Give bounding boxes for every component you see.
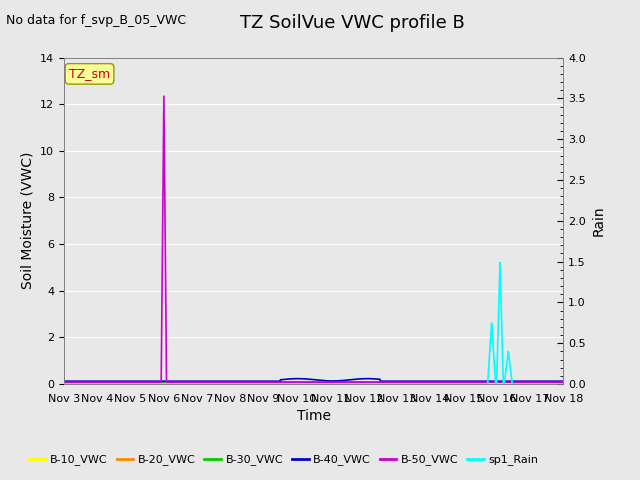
Text: TZ_sm: TZ_sm: [69, 67, 110, 80]
X-axis label: Time: Time: [296, 409, 331, 423]
Y-axis label: Soil Moisture (VWC): Soil Moisture (VWC): [20, 152, 35, 289]
Y-axis label: Rain: Rain: [591, 205, 605, 236]
Text: TZ SoilVue VWC profile B: TZ SoilVue VWC profile B: [239, 14, 465, 33]
Legend: B-10_VWC, B-20_VWC, B-30_VWC, B-40_VWC, B-50_VWC, sp1_Rain: B-10_VWC, B-20_VWC, B-30_VWC, B-40_VWC, …: [24, 450, 543, 470]
Text: No data for f_svp_B_05_VWC: No data for f_svp_B_05_VWC: [6, 14, 186, 27]
